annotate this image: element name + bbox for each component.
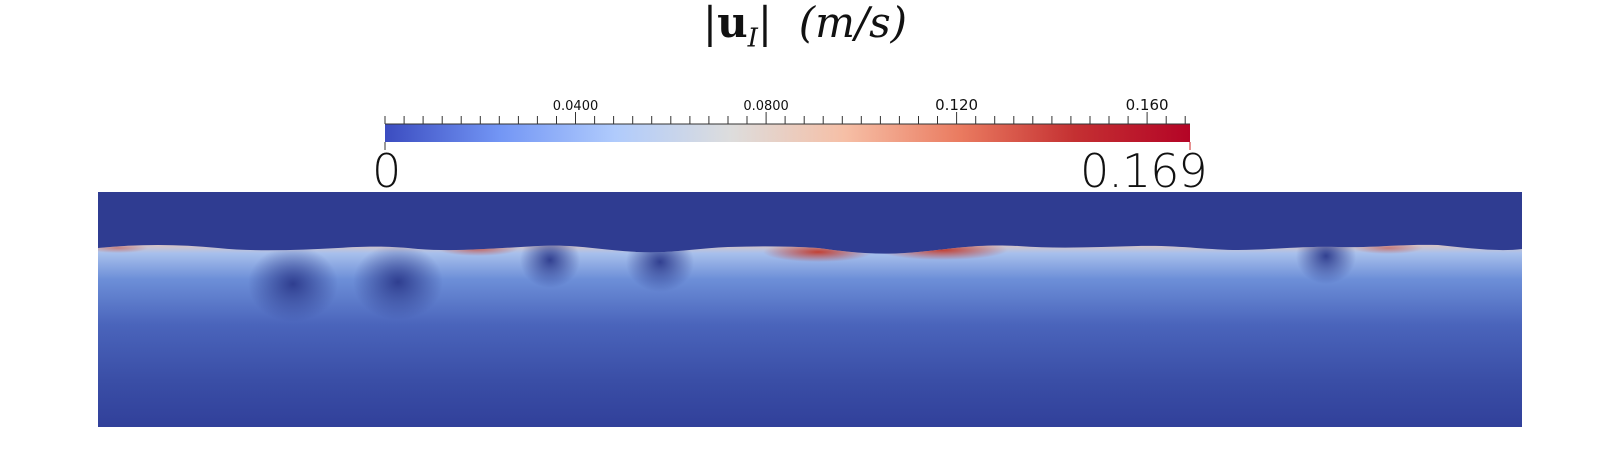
colorbar: 0.0400 0.0800 0.120 0.160 — [384, 96, 1191, 190]
velocity-field-image — [98, 192, 1522, 427]
water-region — [98, 244, 1522, 427]
title-symbol: u — [717, 0, 748, 47]
colorbar-tick-label: 0.0400 — [553, 99, 599, 114]
colorbar-min-label: 0 — [372, 144, 401, 198]
colorbar-tick-label: 0.0800 — [743, 99, 789, 114]
plot-title: |uI| (m/s) — [0, 0, 1610, 60]
colorbar-gradient — [385, 124, 1190, 142]
title-bar-right: | — [757, 0, 773, 47]
title-units: (m/s) — [798, 0, 908, 47]
colorbar-tick-labels: 0.0400 0.0800 0.120 0.160 — [553, 96, 1169, 114]
colorbar-max-label: 0.169 — [1080, 144, 1208, 198]
colorbar-tick-label: 0.120 — [935, 96, 978, 114]
title-subscript: I — [747, 23, 758, 54]
colorbar-ticks — [384, 112, 1191, 150]
colorbar-graphic: 0.0400 0.0800 0.120 0.160 — [384, 96, 1191, 150]
colorbar-tick-label: 0.160 — [1126, 96, 1169, 114]
title-bar-left: | — [702, 0, 718, 47]
velocity-field-plot — [98, 192, 1522, 427]
